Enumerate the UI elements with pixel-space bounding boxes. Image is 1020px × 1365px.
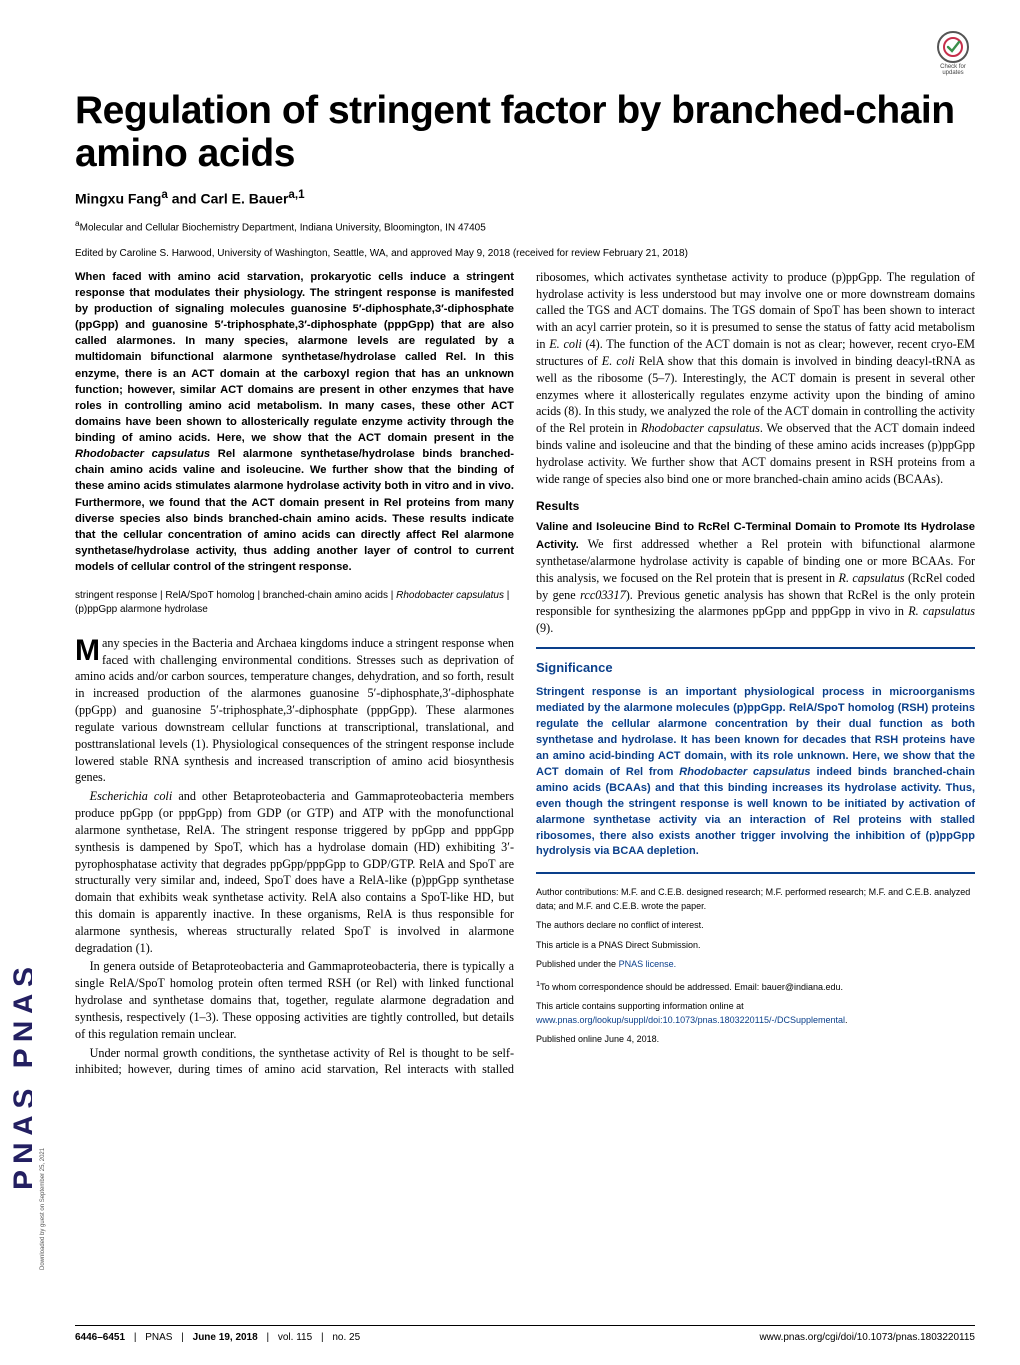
authors: Mingxu Fanga and Carl E. Bauera,1 (75, 188, 975, 207)
significance-title: Significance (536, 659, 975, 677)
crossmark-badge[interactable]: Check for updates (931, 30, 975, 76)
body-p1: Many species in the Bacteria and Archaea… (75, 635, 514, 786)
results-p1-text: We first addressed whether a Rel protein… (536, 537, 975, 636)
pub-date: Published online June 4, 2018. (536, 1033, 975, 1047)
keywords: stringent response | RelA/SpoT homolog |… (75, 589, 514, 617)
journal-band: PNAS PNAS (8, 560, 32, 1190)
results-p1: Valine and Isoleucine Bind to RcRel C-Te… (536, 518, 975, 637)
page-content: Check for updates Regulation of stringen… (75, 40, 975, 1078)
results-body: Valine and Isoleucine Bind to RcRel C-Te… (536, 518, 975, 637)
correspondence: 1To whom correspondence should be addres… (536, 978, 975, 995)
footer-journal: PNAS (145, 1332, 172, 1343)
footer-doi: www.pnas.org/cgi/doi/10.1073/pnas.180322… (759, 1332, 975, 1343)
significance-body: Stringent response is an important physi… (536, 685, 975, 860)
footer-no: no. 25 (332, 1332, 360, 1343)
si-link[interactable]: www.pnas.org/lookup/suppl/doi:10.1073/pn… (536, 1015, 845, 1025)
footer-pages: 6446–6451 (75, 1332, 125, 1343)
results-heading: Results (536, 498, 975, 515)
download-note: Downloaded by guest on September 25, 202… (40, 1148, 46, 1270)
journal-band-text: PNAS PNAS (8, 560, 32, 1190)
abstract: When faced with amino acid starvation, p… (75, 269, 514, 575)
supporting-info: This article contains supporting informa… (536, 1000, 975, 1027)
body-p2: Escherichia coli and other Betaproteobac… (75, 788, 514, 956)
significance-box: Significance Stringent response is an im… (536, 647, 975, 874)
crossmark-label: Check for updates (931, 64, 975, 76)
two-column-body: When faced with amino acid starvation, p… (75, 269, 975, 1079)
pnas-license-link[interactable]: PNAS license. (619, 959, 677, 969)
article-title: Regulation of stringent factor by branch… (75, 90, 975, 176)
footer-left: 6446–6451 | PNAS | June 19, 2018 | vol. … (75, 1332, 360, 1343)
body-p3: In genera outside of Betaproteobacteria … (75, 958, 514, 1042)
direct-submission: This article is a PNAS Direct Submission… (536, 939, 975, 953)
author-contributions: Author contributions: M.F. and C.E.B. de… (536, 886, 975, 913)
footer-vol: vol. 115 (278, 1332, 312, 1343)
author-info: Author contributions: M.F. and C.E.B. de… (536, 886, 975, 1047)
page-footer: 6446–6451 | PNAS | June 19, 2018 | vol. … (75, 1325, 975, 1343)
footer-date: June 19, 2018 (193, 1332, 258, 1343)
conflict-of-interest: The authors declare no conflict of inter… (536, 919, 975, 933)
crossmark-icon (936, 30, 970, 64)
license-line: Published under the PNAS license. (536, 958, 975, 972)
affiliation: aMolecular and Cellular Biochemistry Dep… (75, 218, 975, 233)
edited-by: Edited by Caroline S. Harwood, Universit… (75, 248, 975, 259)
